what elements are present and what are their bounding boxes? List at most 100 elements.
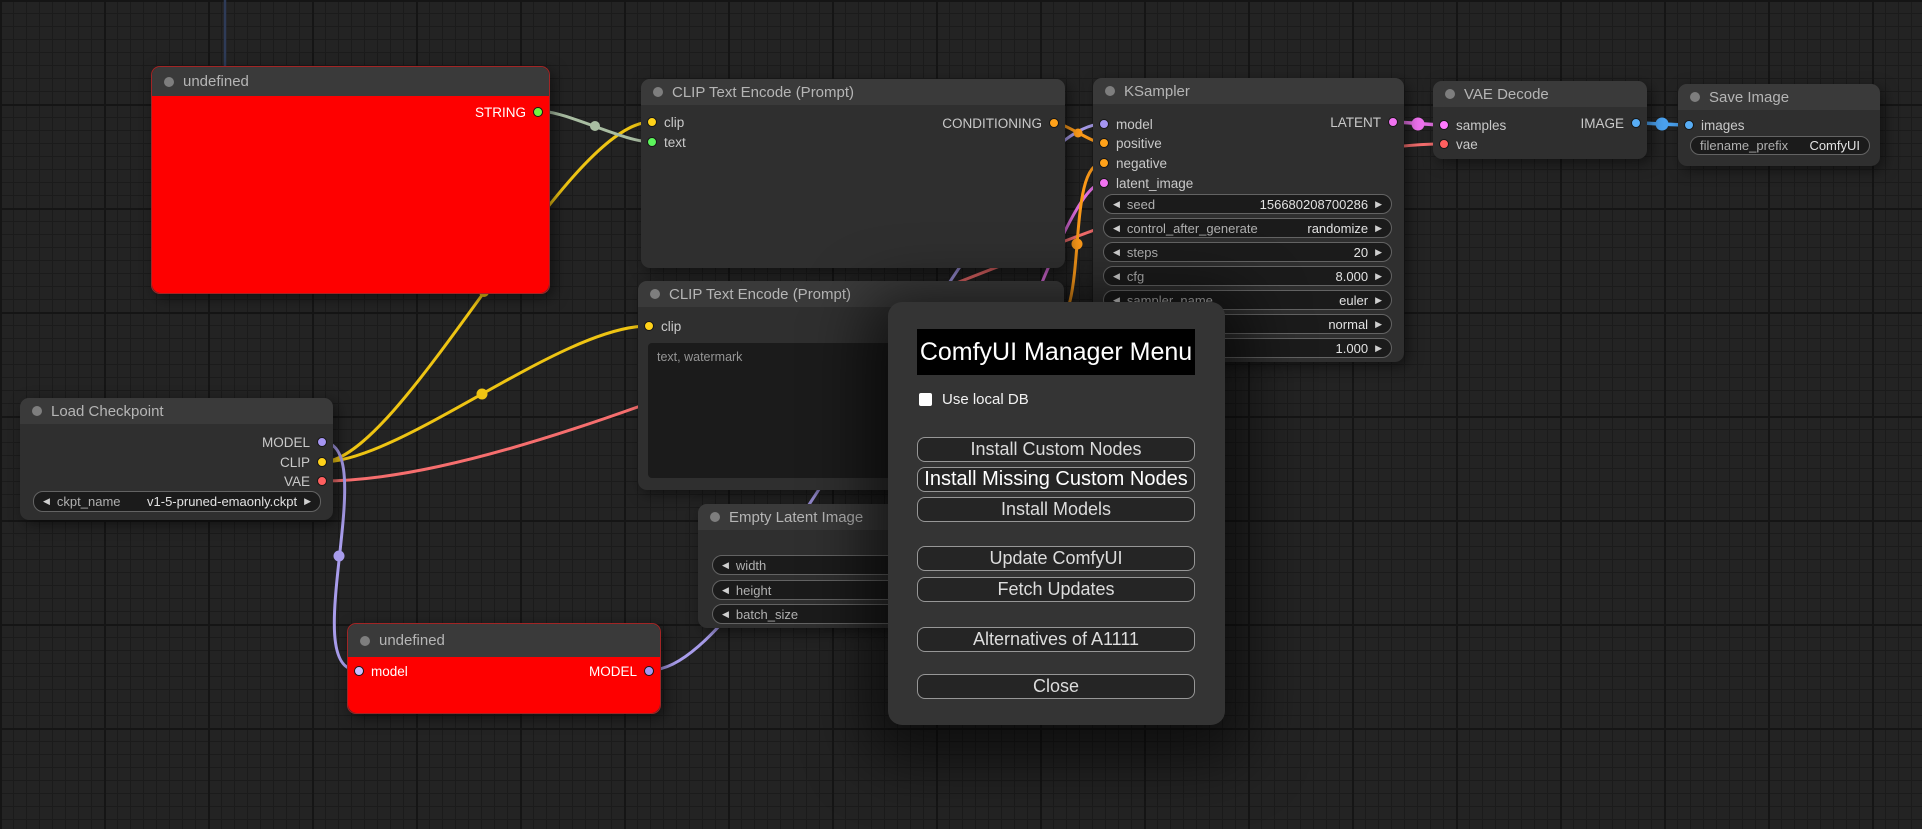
output-slot-vae[interactable]: VAE (284, 473, 327, 489)
widget-steps[interactable]: ◀ steps 20 ▶ (1103, 242, 1392, 262)
collapse-dot-icon[interactable] (164, 76, 174, 87)
arrow-left-icon[interactable]: ◀ (1113, 270, 1120, 281)
conditioning-slot-icon[interactable] (1049, 118, 1059, 128)
node-load-checkpoint[interactable]: Load Checkpoint MODEL CLIP VAE ◀ ckpt_na… (20, 398, 333, 520)
arrow-right-icon[interactable]: ▶ (1375, 270, 1382, 281)
use-local-db-row[interactable]: Use local DB (919, 391, 1029, 408)
node-clip-text-encode-1[interactable]: CLIP Text Encode (Prompt) clip text COND… (641, 79, 1065, 268)
node-titlebar[interactable]: KSampler (1093, 78, 1404, 104)
arrow-left-icon[interactable]: ◀ (722, 584, 729, 595)
input-slot-model[interactable]: model (1099, 116, 1153, 132)
input-slot-images[interactable]: images (1684, 117, 1745, 133)
conditioning-slot-icon[interactable] (1099, 138, 1109, 148)
button-update-comfyui[interactable]: Update ComfyUI (917, 546, 1195, 571)
input-slot-clip[interactable]: clip (647, 114, 684, 130)
collapse-dot-icon[interactable] (1105, 86, 1115, 96)
output-slot-model[interactable]: MODEL (262, 434, 327, 450)
output-slot-image[interactable]: IMAGE (1580, 115, 1641, 131)
arrow-right-icon[interactable]: ▶ (304, 496, 311, 506)
conditioning-slot-icon[interactable] (1099, 158, 1109, 168)
vae-slot-icon[interactable] (317, 476, 327, 486)
widget-ckpt-name[interactable]: ◀ ckpt_name v1-5-pruned-emaonly.ckpt ▶ (33, 491, 321, 512)
arrow-left-icon[interactable]: ◀ (1113, 198, 1120, 209)
node-titlebar[interactable]: undefined (152, 67, 549, 96)
image-slot-icon[interactable] (1684, 120, 1694, 130)
model-slot-icon[interactable] (354, 666, 364, 676)
use-local-db-checkbox[interactable] (919, 393, 932, 406)
node-titlebar[interactable]: CLIP Text Encode (Prompt) (641, 79, 1065, 105)
collapse-dot-icon[interactable] (360, 635, 370, 646)
input-slot-latent-image[interactable]: latent_image (1099, 175, 1193, 191)
widget-seed[interactable]: ◀ seed 156680208700286 ▶ (1103, 194, 1392, 214)
node-vae-decode[interactable]: VAE Decode samples vae IMAGE (1433, 81, 1647, 159)
input-slot-vae[interactable]: vae (1439, 136, 1478, 152)
node-titlebar[interactable]: Save Image (1678, 84, 1880, 110)
model-slot-icon[interactable] (317, 437, 327, 447)
node-titlebar[interactable]: undefined (348, 624, 660, 657)
widget-control-after-generate[interactable]: ◀ control_after_generate randomize ▶ (1103, 218, 1392, 238)
input-slot-clip[interactable]: clip (644, 318, 681, 334)
output-slot-conditioning[interactable]: CONDITIONING (942, 115, 1059, 131)
widget-cfg[interactable]: ◀ cfg 8.000 ▶ (1103, 266, 1392, 286)
input-slot-model[interactable]: model (354, 663, 408, 679)
arrow-right-icon[interactable]: ▶ (1375, 246, 1382, 257)
arrow-right-icon[interactable]: ▶ (1375, 318, 1382, 329)
widget-label: cfg (1126, 268, 1145, 284)
output-slot-model[interactable]: MODEL (589, 663, 654, 679)
arrow-left-icon[interactable]: ◀ (722, 608, 729, 619)
arrow-right-icon[interactable]: ▶ (1375, 342, 1382, 353)
button-fetch-updates[interactable]: Fetch Updates (917, 577, 1195, 602)
widget-filename-prefix[interactable]: filename_prefix ComfyUI (1690, 136, 1870, 155)
node-undefined-bottom[interactable]: undefined model MODEL (347, 623, 661, 714)
arrow-right-icon[interactable]: ▶ (1375, 294, 1382, 305)
arrow-left-icon[interactable]: ◀ (1113, 294, 1120, 305)
widget-batch-size[interactable]: ◀ batch_size (712, 604, 928, 624)
slot-label: VAE (283, 473, 310, 489)
button-install-missing-custom-nodes[interactable]: Install Missing Custom Nodes (917, 467, 1195, 492)
button-install-models[interactable]: Install Models (917, 497, 1195, 522)
output-slot-string[interactable]: STRING (475, 104, 543, 120)
input-slot-samples[interactable]: samples (1439, 117, 1506, 133)
arrow-left-icon[interactable]: ◀ (1113, 246, 1120, 257)
latent-slot-icon[interactable] (1439, 120, 1449, 130)
link-dot (1655, 117, 1669, 131)
vae-slot-icon[interactable] (1439, 139, 1449, 149)
widget-height[interactable]: ◀ height (712, 580, 928, 600)
image-slot-icon[interactable] (1631, 118, 1641, 128)
clip-slot-icon[interactable] (647, 117, 657, 127)
button-close[interactable]: Close (917, 674, 1195, 699)
arrow-left-icon[interactable]: ◀ (43, 496, 50, 506)
arrow-right-icon[interactable]: ▶ (1375, 222, 1382, 233)
input-slot-text[interactable]: text (647, 134, 686, 150)
collapse-dot-icon[interactable] (710, 512, 720, 522)
node-titlebar[interactable]: VAE Decode (1433, 81, 1647, 107)
collapse-dot-icon[interactable] (650, 289, 660, 299)
arrow-right-icon[interactable]: ▶ (1375, 198, 1382, 209)
button-install-custom-nodes[interactable]: Install Custom Nodes (917, 437, 1195, 462)
button-alternatives-of-a1111[interactable]: Alternatives of A1111 (917, 627, 1195, 652)
node-titlebar[interactable]: Load Checkpoint (20, 398, 333, 424)
collapse-dot-icon[interactable] (653, 87, 663, 97)
output-slot-clip[interactable]: CLIP (280, 454, 327, 470)
input-slot-positive[interactable]: positive (1099, 135, 1162, 151)
input-slot-negative[interactable]: negative (1099, 155, 1167, 171)
arrow-left-icon[interactable]: ◀ (722, 559, 729, 570)
collapse-dot-icon[interactable] (1445, 89, 1455, 99)
model-slot-icon[interactable] (1099, 119, 1109, 129)
text-slot-icon[interactable] (647, 137, 657, 147)
node-undefined-top[interactable]: undefined STRING (151, 66, 550, 294)
slot-label: clip (661, 318, 682, 334)
node-save-image[interactable]: Save Image images filename_prefix ComfyU… (1678, 84, 1880, 166)
latent-slot-icon[interactable] (1099, 178, 1109, 188)
latent-slot-icon[interactable] (1388, 117, 1398, 127)
collapse-dot-icon[interactable] (32, 406, 42, 416)
clip-slot-icon[interactable] (644, 321, 654, 331)
output-slot-latent[interactable]: LATENT (1330, 114, 1398, 130)
string-slot-icon[interactable] (533, 107, 543, 117)
collapse-dot-icon[interactable] (1690, 92, 1700, 102)
model-slot-icon[interactable] (644, 666, 654, 676)
clip-slot-icon[interactable] (317, 457, 327, 467)
arrow-left-icon[interactable]: ◀ (1113, 222, 1120, 233)
widget-width[interactable]: ◀ width (712, 555, 928, 575)
